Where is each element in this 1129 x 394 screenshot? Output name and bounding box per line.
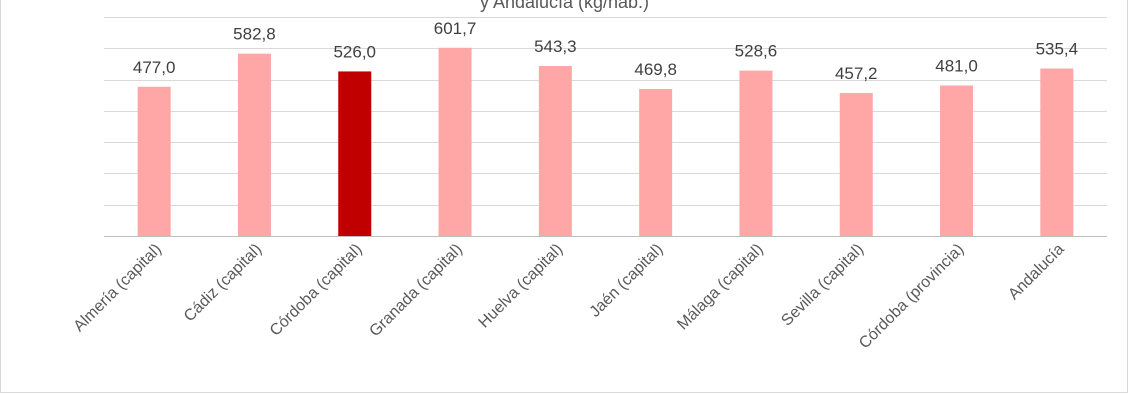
gridlines xyxy=(104,17,1107,237)
category-label: Granada (capital) xyxy=(366,241,465,340)
category-label: Cádiz (capital) xyxy=(181,241,265,325)
bar xyxy=(538,66,572,236)
data-label: 582,8 xyxy=(233,25,276,44)
category-labels: Almería (capital) Cádiz (capital) Córdoba … xyxy=(71,241,1068,352)
data-label: 477,0 xyxy=(133,58,176,77)
bar xyxy=(639,89,673,236)
category-label: Córdoba (provincia) xyxy=(856,241,967,352)
bar xyxy=(1040,68,1074,237)
bar xyxy=(739,70,773,236)
category-label: Andalucía xyxy=(1005,241,1067,303)
bar xyxy=(839,92,873,236)
data-label: 457,2 xyxy=(835,64,878,83)
category-label: Málaga (capital) xyxy=(674,241,767,334)
data-label: 526,0 xyxy=(333,42,376,61)
category-label: Huelva (capital) xyxy=(476,241,567,332)
category-label: Sevilla (capital) xyxy=(778,241,867,330)
data-label: 481,0 xyxy=(935,57,978,76)
bar xyxy=(438,47,472,236)
bar xyxy=(137,86,171,236)
category-label: Jaén (capital) xyxy=(587,241,667,321)
bar xyxy=(338,71,372,237)
data-label: 601,7 xyxy=(434,19,477,38)
data-labels: 477,0 582,8 526,0 601,7 543,3 469,8 528,6 457,2… xyxy=(133,19,1078,83)
bar xyxy=(237,53,271,237)
category-label: Córdoba (capital) xyxy=(267,241,366,340)
bars xyxy=(137,47,1074,237)
chart-title: y Andalucía (kg/hab.) xyxy=(479,0,650,12)
data-label: 543,3 xyxy=(534,37,577,56)
data-label: 469,8 xyxy=(634,60,677,79)
data-label: 535,4 xyxy=(1036,39,1079,58)
category-label: Almería (capital) xyxy=(71,241,165,335)
data-label: 528,6 xyxy=(735,42,778,61)
bar xyxy=(940,85,974,236)
